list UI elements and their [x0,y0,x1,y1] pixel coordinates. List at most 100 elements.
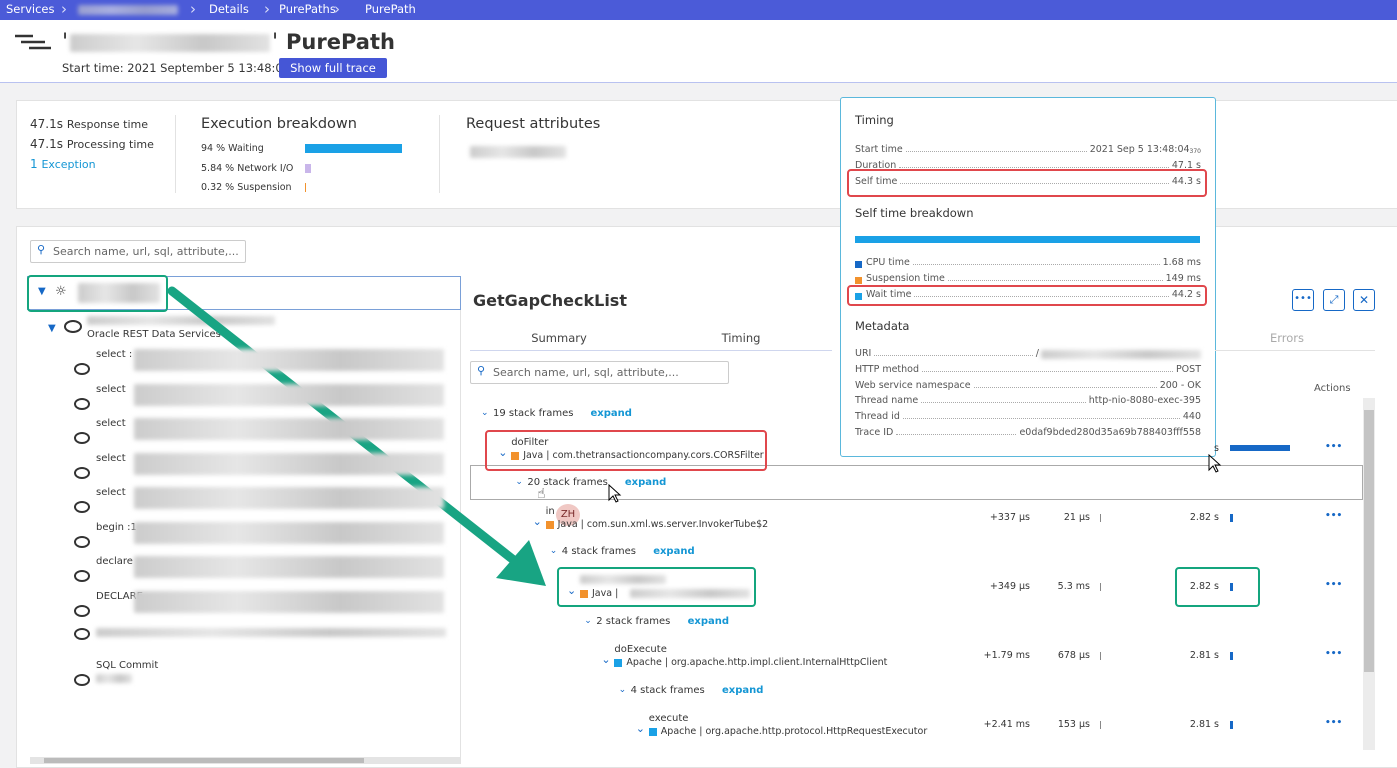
leader [899,167,1169,168]
node-label[interactable]: declare [96,556,133,567]
tooltip-row: CPU time 1.68 ms [855,257,1201,268]
expand-link[interactable]: expand [722,684,764,696]
icon [614,659,623,668]
stack-frames: 4 stack frames [630,684,705,696]
chevron: ▼ [48,323,56,334]
value: http-nio-8080-exec-395 [1088,395,1201,407]
section-title: Execution breakdown [201,116,357,132]
blurred-sql [96,674,132,683]
total-time: 2.81 s [1189,719,1219,731]
value: / [1035,348,1039,359]
breadcrumb-item[interactable]: PurePath [365,2,416,16]
icon [648,728,657,737]
blurred-sql [134,522,444,544]
blurred-sql [134,453,444,475]
tab[interactable]: Summary [531,331,587,345]
service-icon: ☼ [55,284,67,299]
exception-link[interactable]: 1 Exception [30,157,96,171]
db-icon [74,501,90,513]
value: 44.3 s [1171,176,1201,187]
breakdown-label: 5.84 % Network I/O [201,162,294,174]
leader [921,402,1086,404]
total-bar [1230,652,1233,661]
highlight [847,169,1207,197]
tooltip: Timing Start time 2021 Sep 5 13:48:04 370 Du… [840,97,1216,457]
label: Suspension time [866,273,945,284]
node-label[interactable]: select [96,418,126,429]
breadcrumb-item[interactable]: Details [209,2,249,16]
db-icon [64,320,82,333]
value: e0daf9bded280d35a69b788403fff558 [1019,427,1201,438]
breadcrumb-bar [0,0,1397,20]
tab[interactable]: Errors [1269,331,1305,345]
response-time: 47.1s Response time [30,117,148,131]
self-bar [1100,513,1101,522]
node-label[interactable]: begin :1 [96,522,137,533]
breakdown-bar [305,163,311,173]
expand-link[interactable]: expand [624,477,667,489]
leader [922,370,1173,372]
title-quote: ' [272,30,279,55]
value: 47.1s [30,117,63,131]
search-icon: ⚲ [477,364,486,377]
node-label[interactable]: SQL Commit [96,660,159,671]
self-time: 153 µs [1057,719,1090,731]
breadcrumb-item[interactable]: Services [6,2,55,16]
tooltip-row: Duration 47.1 s [855,160,1201,171]
chevron: ⌄ [618,684,627,695]
button[interactable]: ✕ [1353,289,1375,311]
row-actions[interactable]: ••• [1325,510,1343,521]
tab[interactable]: Timing [721,331,761,345]
blurred-sql [134,487,444,509]
highlight [847,285,1207,306]
db-icon [74,467,90,479]
label: Response time [66,118,148,131]
row-actions[interactable]: ••• [1325,649,1343,660]
show-full-trace-button[interactable]: Show full trace [279,58,387,78]
tooltip-row: Thread id 440 [855,411,1201,422]
leader [874,355,1033,356]
node-label[interactable]: DECLARE [96,591,143,602]
node-label[interactable]: select : [96,349,133,360]
chevron: ⌄ [515,477,523,488]
search-box[interactable] [470,361,729,384]
total-bar [1230,513,1233,522]
title-quote: ' [62,30,69,55]
row-actions[interactable]: ••• [1325,441,1343,452]
search-box[interactable] [30,240,246,263]
value: 2021 Sep 5 13:48:04 [1089,144,1190,155]
node-label[interactable]: select [96,487,126,498]
expand-link[interactable]: expand [590,408,632,419]
blurred-name [70,34,270,52]
detail-title: GetGapCheckList [473,291,627,310]
label: Self time [855,176,898,187]
row-actions[interactable]: ••• [1325,718,1343,729]
breadcrumb-separator: › [61,0,67,18]
selected-row [470,465,1363,500]
icon [545,520,554,529]
expand-link[interactable]: expand [687,615,730,627]
tooltip-row: URI / [855,348,1201,359]
node-label[interactable]: select [96,384,126,395]
value: POST [1175,363,1201,375]
button[interactable]: ••• [1292,289,1314,311]
breadcrumb-item[interactable]: PurePaths [279,2,336,16]
leader [947,280,1163,281]
blurred-class [630,589,750,598]
self-bar [1100,652,1101,661]
expand-link[interactable]: expand [653,546,695,558]
tooltip-row: Wait time 44.2 s [855,289,1201,300]
button[interactable]: ⤢ [1323,289,1345,311]
label: Thread name [855,395,919,407]
stack-frames: 19 stack frames [493,408,574,419]
avatar: ZH [556,504,580,526]
tab-underline [1215,350,1375,351]
divider [439,115,440,193]
blurred-sql [134,384,444,406]
row-actions[interactable]: ••• [1325,580,1343,590]
method-name: in [545,505,555,517]
method-class: Java | [592,588,619,599]
chevron: ⌄ [481,408,489,418]
leader [973,386,1157,388]
node-label[interactable]: select [96,453,126,464]
